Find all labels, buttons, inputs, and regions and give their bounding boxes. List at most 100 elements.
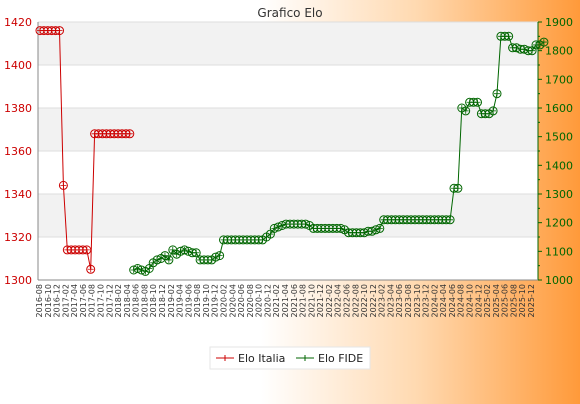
elo-fide-point (164, 255, 174, 265)
elo-fide-point (473, 97, 482, 107)
plot-bands (38, 22, 538, 280)
x-tick-label: 2024-08 (457, 284, 466, 317)
right-tick-label: 1400 (545, 159, 573, 172)
x-tick-label: 2019-02 (167, 284, 176, 317)
elo-fide-marker-cross (447, 216, 454, 223)
elo-italia-point (125, 129, 135, 139)
elo-fide-point (492, 89, 502, 99)
left-tick-label: 1420 (4, 16, 32, 29)
x-tick-label: 2017-06 (79, 284, 88, 317)
x-tick-label: 2021-10 (307, 284, 316, 317)
x-tick-label: 2023-06 (395, 284, 404, 317)
x-tick-label: 2017-04 (70, 284, 79, 317)
x-tick-label: 2017-08 (88, 284, 97, 317)
x-tick-label: 2020-08 (246, 284, 255, 317)
x-tick-label: 2022-08 (351, 284, 360, 317)
x-tick-label: 2019-04 (176, 284, 185, 317)
x-tick-label: 2023-02 (378, 284, 387, 317)
x-tick-label: 2021-06 (290, 284, 299, 317)
x-tick-label: 2019-08 (193, 284, 202, 317)
x-tick-label: 2018-02 (114, 284, 123, 317)
elo-fide-point (445, 215, 455, 225)
x-tick-label: 2018-04 (123, 284, 132, 317)
elo-italia-marker-cross (87, 266, 94, 273)
right-tick-label: 1200 (545, 217, 573, 230)
x-tick-label: 2024-10 (466, 284, 475, 317)
x-tick-label: 2017-12 (105, 284, 114, 317)
elo-fide-marker-cross (490, 107, 497, 114)
elo-fide-marker-cross (474, 99, 481, 106)
x-tick-label: 2021-02 (272, 284, 281, 317)
right-tick-label: 1900 (545, 16, 573, 29)
x-tick-label: 2020-06 (237, 284, 246, 317)
elo-fide-marker-cross (376, 225, 383, 232)
x-tick-label: 2019-12 (211, 284, 220, 317)
elo-fide-point (215, 251, 225, 261)
x-tick-label: 2021-04 (281, 284, 290, 317)
chart-title: Grafico Elo (257, 6, 322, 20)
x-tick-label: 2017-02 (61, 284, 70, 317)
left-tick-label: 1340 (4, 188, 32, 201)
legend-box (209, 346, 371, 370)
x-tick-label: 2021-12 (316, 284, 325, 317)
left-tick-label: 1400 (4, 59, 32, 72)
plot-band (38, 194, 538, 237)
elo-fide-marker-cross (169, 246, 176, 253)
plot-band (38, 151, 538, 194)
x-tick-label: 2022-10 (360, 284, 369, 317)
elo-fide-point (488, 106, 498, 116)
elo-italia-marker-cross (126, 130, 133, 137)
x-tick-label: 2023-10 (413, 284, 422, 317)
elo-fide-marker-cross (505, 33, 512, 40)
elo-fide-point (461, 106, 471, 116)
elo-fide-point (191, 248, 201, 258)
elo-fide-point (504, 31, 514, 41)
elo-italia-marker-cross (56, 27, 63, 34)
x-tick-label: 2025-10 (518, 284, 527, 317)
elo-italia-point (86, 264, 96, 274)
right-tick-label: 1700 (545, 73, 573, 86)
x-tick-label: 2018-08 (140, 284, 149, 317)
plot-band (38, 65, 538, 108)
x-tick-label: 2021-08 (299, 284, 308, 317)
right-tick-label: 1500 (545, 131, 573, 144)
x-tick-label: 2018-10 (149, 284, 158, 317)
series-layer (35, 26, 549, 276)
left-tick-label: 1380 (4, 102, 32, 115)
right-tick-label: 1800 (545, 45, 573, 58)
plot-band (38, 237, 538, 280)
x-tick-label: 2025-06 (501, 284, 510, 317)
elo-fide-marker-cross (165, 256, 172, 263)
legend: Elo Italia Elo FIDE (209, 346, 371, 370)
elo-fide-marker-cross (529, 47, 536, 54)
elo-fide-point (375, 223, 385, 233)
x-tick-label: 2023-12 (422, 284, 431, 317)
x-tick-label: 2016-10 (44, 284, 53, 317)
right-tick-label: 1300 (545, 188, 573, 201)
x-tick-label: 2025-04 (492, 284, 501, 317)
x-tick-label: 2022-06 (343, 284, 352, 317)
elo-italia-point (55, 26, 64, 36)
elo-fide-marker-cross (454, 185, 461, 192)
axes: 1300 1320 1340 1360 1380 1400 1420 1000 1100 1200… (4, 16, 573, 287)
x-tick-label: 2017-10 (97, 284, 106, 317)
elo-italia-point (58, 180, 68, 190)
legend-label: Elo Italia (238, 352, 285, 365)
x-tick-label: 2024-02 (430, 284, 439, 317)
elo-fide-point (453, 183, 463, 193)
legend-label: Elo FIDE (318, 352, 363, 365)
elo-fide-marker-cross (493, 90, 500, 97)
x-tick-label: 2024-04 (439, 284, 448, 317)
x-tick-labels: 2016-08 2016-10 2016-12 2017-02 2017-04 2017-… (35, 284, 536, 318)
x-tick-label: 2016-12 (53, 284, 62, 317)
x-tick-label: 2020-12 (263, 284, 272, 317)
elo-italia-point (82, 245, 92, 255)
x-tick-label: 2016-08 (35, 284, 44, 317)
legend-swatch-marker (302, 355, 308, 361)
right-tick-label: 1100 (545, 245, 573, 258)
x-tick-label: 2024-12 (474, 284, 483, 317)
x-tick-label: 2025-12 (527, 284, 536, 317)
x-tick-label: 2022-04 (334, 284, 343, 317)
